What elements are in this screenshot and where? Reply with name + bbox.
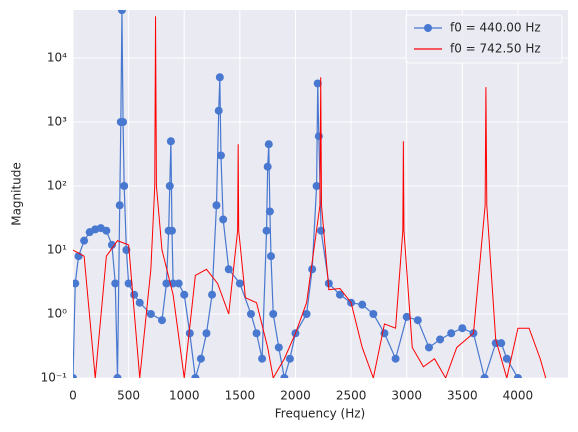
marker (191, 374, 200, 378)
y-tick-label: 10⁴ (47, 50, 67, 64)
marker (119, 117, 128, 126)
marker (267, 252, 275, 261)
marker (269, 310, 278, 318)
x-tick-label: 1500 (225, 389, 256, 403)
legend-marker (424, 24, 432, 32)
marker (185, 329, 194, 338)
marker (358, 300, 367, 309)
marker (424, 343, 433, 352)
marker (180, 290, 189, 299)
marker (215, 73, 224, 82)
marker (165, 181, 174, 190)
y-axis-label: Magnitude (10, 162, 24, 226)
marker (219, 215, 228, 224)
marker (497, 339, 506, 348)
marker (402, 312, 411, 321)
marker (513, 374, 522, 378)
marker (302, 310, 311, 318)
marker (252, 329, 261, 338)
marker (264, 140, 273, 149)
marker (458, 324, 467, 333)
x-tick-label: 4000 (503, 389, 534, 403)
legend-label: f0 = 440.00 Hz (450, 21, 541, 35)
marker (308, 265, 317, 274)
marker (73, 374, 77, 378)
x-tick-label: 2500 (336, 389, 367, 403)
marker (262, 226, 271, 235)
marker (447, 329, 456, 338)
marker (224, 265, 233, 274)
marker (258, 354, 267, 363)
marker (208, 290, 217, 299)
marker (214, 106, 223, 115)
x-tick-label: 3000 (391, 389, 422, 403)
x-tick-label: 2000 (280, 389, 311, 403)
marker (157, 316, 166, 325)
marker (130, 290, 139, 299)
y-tick-label: 10³ (47, 114, 67, 128)
marker (369, 310, 378, 318)
line (73, 16, 547, 378)
marker (436, 335, 445, 344)
marker (246, 310, 255, 318)
marker (413, 316, 422, 325)
x-tick-label: 1000 (169, 389, 200, 403)
marker (285, 354, 294, 363)
marker (502, 354, 511, 363)
legend-label: f0 = 742.50 Hz (450, 42, 541, 56)
marker (120, 181, 129, 190)
y-tick-label: 10¹ (47, 242, 67, 256)
marker (480, 374, 489, 378)
marker (174, 279, 183, 288)
legend-box (405, 14, 563, 64)
x-tick-label: 500 (117, 389, 140, 403)
marker (312, 181, 321, 190)
marker (280, 374, 289, 378)
x-tick-label: 0 (69, 389, 77, 403)
marker (235, 279, 244, 288)
y-tick-label: 10⁻¹ (41, 371, 68, 385)
marker (107, 240, 116, 249)
marker (216, 151, 225, 160)
marker (265, 207, 274, 216)
marker (263, 162, 272, 171)
marker (113, 374, 122, 378)
marker (166, 137, 175, 146)
x-axis-label: Frequency (Hz) (275, 407, 366, 421)
plot-content (73, 10, 547, 378)
marker (196, 354, 205, 363)
marker (162, 279, 171, 288)
marker (335, 290, 344, 299)
marker (73, 279, 80, 288)
y-tick-label: 10² (47, 178, 67, 192)
marker (212, 201, 221, 210)
marker (102, 226, 111, 235)
marker (391, 354, 400, 363)
x-tick-label: 3500 (447, 389, 478, 403)
marker (117, 10, 126, 15)
marker (115, 201, 124, 210)
marker (313, 79, 322, 88)
marker (124, 279, 133, 288)
marker (80, 236, 89, 245)
y-tick-label: 10⁰ (47, 307, 67, 321)
marker (111, 279, 120, 288)
marker (146, 310, 155, 318)
marker (274, 343, 283, 352)
marker (168, 226, 176, 235)
marker (314, 132, 323, 141)
marker (202, 329, 211, 338)
marker (135, 298, 144, 307)
marker (324, 279, 333, 288)
